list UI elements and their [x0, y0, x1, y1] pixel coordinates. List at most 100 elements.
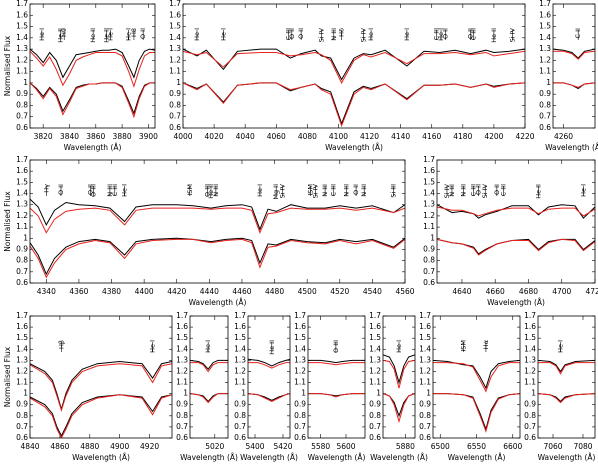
axes-frame — [307, 315, 366, 439]
spectrum-line — [30, 238, 405, 279]
y-tick-label: 0.6 — [294, 433, 306, 442]
y-tick-label: 1.6 — [294, 322, 306, 331]
panel: 0.6 0.7 0.8 0.9 1 1.1 1.2 1.3 1.4 1.5 1.6 1.7 5400 54… — [234, 311, 298, 462]
line-id-label: He II — [102, 28, 110, 43]
y-tick-label: 1.4 — [16, 189, 28, 198]
x-tick-label: 6600 — [503, 442, 522, 451]
line-id-label: He II — [89, 28, 97, 43]
y-tick-label: 0.7 — [539, 112, 551, 121]
axes-frame — [552, 3, 596, 129]
y-tick-label: 1.3 — [16, 44, 28, 53]
y-tick-label: 0.9 — [176, 400, 188, 409]
y-tick-label: 0.6 — [524, 433, 536, 442]
x-tick-label: 4140 — [391, 132, 410, 141]
y-tick-label: 1.7 — [16, 0, 28, 8]
x-axis-label: Wavelength (Å) — [240, 453, 298, 462]
y-tick-label: 0.8 — [419, 411, 431, 420]
y-tick-label: 1 — [176, 78, 181, 87]
x-tick-label: 4160 — [422, 132, 441, 141]
y-tick-label: 1.7 — [419, 311, 431, 320]
x-axis-label: Wavelength (Å) — [189, 298, 247, 307]
y-axis-label: Normalised Flux — [3, 191, 12, 252]
y-tick-label: 1.6 — [369, 322, 381, 331]
spectrum-line — [553, 50, 595, 60]
line-id-label: N III — [321, 184, 329, 197]
line-id-label: N III — [460, 184, 468, 197]
y-tick-label: 1.3 — [169, 44, 181, 53]
line-id-label: O II — [475, 184, 483, 195]
y-tick-label: 1.2 — [419, 366, 431, 375]
x-tick-label: 4660 — [486, 287, 505, 296]
x-tick-label: 4900 — [110, 442, 129, 451]
x-tick-label: 3900 — [139, 132, 158, 141]
y-tick-label: 1.7 — [16, 155, 28, 164]
y-tick-label: 0.8 — [16, 100, 28, 109]
y-axis-label: Normalised Flux — [3, 346, 12, 407]
spectrum-line — [308, 393, 365, 398]
line-id-label: O II — [86, 184, 94, 195]
line-id-label: O II — [139, 28, 147, 39]
x-tick-label: 6550 — [467, 442, 486, 451]
y-tick-label: 0.8 — [169, 100, 181, 109]
y-tick-label: 1.5 — [16, 177, 28, 186]
x-tick-label: 4340 — [37, 287, 56, 296]
x-tick-label: 7060 — [543, 442, 562, 451]
y-tick-label: 1.7 — [369, 311, 381, 320]
line-id-label: O II — [352, 184, 360, 195]
y-tick-label: 0.9 — [524, 400, 536, 409]
y-tick-label: 1.3 — [176, 355, 188, 364]
y-tick-label: 1.5 — [169, 22, 181, 31]
y-tick-label: 1.3 — [423, 200, 435, 209]
line-id-label: C III — [432, 28, 440, 40]
x-tick-label: 4420 — [167, 287, 186, 296]
y-tick-label: 0.8 — [423, 256, 435, 265]
x-tick-label: 4480 — [265, 287, 284, 296]
y-tick-label: 1.5 — [524, 333, 536, 342]
y-tick-label: 0.7 — [369, 422, 381, 431]
y-tick-label: 1 — [376, 389, 381, 398]
y-tick-label: 1.3 — [16, 355, 28, 364]
y-tick-label: 1.1 — [234, 378, 246, 387]
y-tick-label: 0.8 — [524, 411, 536, 420]
spectrum-line — [30, 207, 405, 235]
x-tick-label: 4680 — [519, 287, 538, 296]
y-tick-label: 1 — [426, 389, 431, 398]
y-tick-label: 0.8 — [369, 411, 381, 420]
y-tick-label: 0.8 — [176, 411, 188, 420]
x-tick-label: 4200 — [484, 132, 503, 141]
y-tick-label: 0.8 — [294, 411, 306, 420]
line-id-label: N III — [106, 184, 114, 197]
y-tick-label: 1 — [430, 233, 435, 242]
line-id-label: He I — [106, 28, 114, 41]
y-tick-label: 1.2 — [16, 55, 28, 64]
y-tick-label: 0.6 — [234, 433, 246, 442]
y-tick-label: 1.5 — [294, 333, 306, 342]
panel: 0.6 0.7 0.8 0.9 1 1.1 1.2 1.3 1.4 1.5 1.6 1.7 5880 He… — [369, 311, 428, 462]
line-id-label: Hδ — [338, 28, 346, 37]
line-id-label: C III — [470, 28, 478, 40]
axes-frame — [189, 315, 229, 439]
x-axis-label: Wavelength (Å) — [180, 453, 238, 462]
x-tick-label: 5400 — [245, 442, 264, 451]
y-tick-label: 0.6 — [176, 433, 188, 442]
spectrum-line — [190, 362, 228, 373]
line-id-label: O II — [442, 28, 450, 39]
y-tick-label: 0.7 — [169, 112, 181, 121]
y-tick-label: 0.9 — [294, 400, 306, 409]
line-id-label: He I — [149, 340, 157, 353]
y-tick-label: 1.6 — [524, 322, 536, 331]
y-tick-label: 0.6 — [423, 278, 435, 287]
y-tick-label: 0.9 — [419, 400, 431, 409]
y-tick-label: 1 — [23, 389, 28, 398]
y-tick-label: 0.9 — [369, 400, 381, 409]
line-id-label: He I — [125, 28, 133, 41]
y-tick-label: 0.9 — [234, 400, 246, 409]
line-id-label: He II — [56, 28, 64, 43]
line-id-label: He I — [256, 184, 264, 197]
x-tick-label: 5580 — [311, 442, 330, 451]
y-tick-label: 1.6 — [419, 322, 431, 331]
line-id-label: ISM — [459, 340, 467, 352]
y-tick-label: 0.7 — [524, 422, 536, 431]
x-tick-label: 4560 — [395, 287, 414, 296]
line-id-label: O III — [204, 184, 212, 197]
